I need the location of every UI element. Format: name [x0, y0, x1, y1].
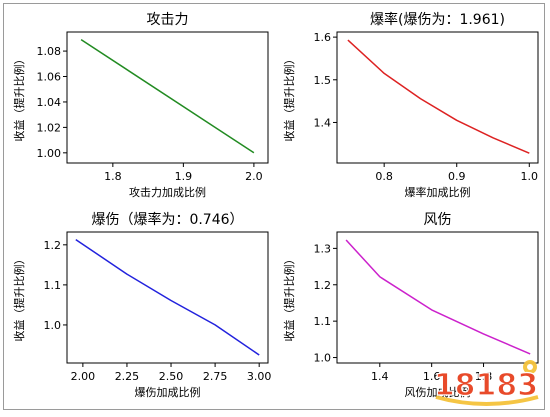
logo-icon: 18183 [433, 360, 539, 406]
subplot-3-ylabel: 收益（提升比例） [12, 254, 26, 342]
subplot-2-xtick-label-1: 0.9 [448, 170, 466, 183]
subplot-4-xlabel: 风伤加成比例 [405, 385, 471, 399]
subplot-3-xtick-label-2: 2.50 [159, 370, 184, 383]
subplot-2-series-line [347, 39, 530, 154]
subplot-3-ytick-label-0: 1.0 [44, 319, 62, 332]
subplot-3-series-line [75, 238, 260, 356]
subplot-1-axes-frame [66, 31, 269, 164]
subplot-4-ytick-label-0: 1.0 [314, 352, 332, 365]
subplot-1-xlabel: 攻击力加成比例 [129, 185, 206, 199]
subplot-4-axes-frame [336, 231, 539, 364]
subplot-2-xtick-label-0: 0.8 [375, 170, 393, 183]
subplot-3: 爆伤（爆率为：0.746） 2.00 2.25 2.50 2.75 3.00 1.0 1.1 1… [12, 211, 271, 399]
subplot-1-xtick-label-2: 2.0 [245, 170, 263, 183]
subplot-2-ytick-label-1: 1.5 [314, 74, 332, 87]
subplot-3-xtick-label-1: 2.25 [115, 370, 140, 383]
figure-frame [3, 3, 545, 410]
logo-text: 18183 [434, 368, 538, 403]
subplot-4-series-line [345, 239, 531, 355]
subplot-1-xtick-label-1: 1.9 [175, 170, 193, 183]
subplot-1-xtick-label-0: 1.8 [104, 170, 122, 183]
subplot-4-ytick-label-3: 1.3 [314, 242, 332, 255]
subplot-3-xtick-label-0: 2.00 [71, 370, 96, 383]
subplot-2-xlabel: 爆率加成比例 [405, 185, 471, 199]
subplot-4-ytick-label-2: 1.2 [314, 279, 332, 292]
subplot-4-ylabel: 收益（提升比例） [282, 254, 296, 342]
subplot-2-ytick-label-0: 1.4 [314, 116, 332, 129]
subplot-2-axes-frame [336, 31, 539, 164]
subplot-1-title: 攻击力 [147, 12, 189, 28]
subplot-1-ytick-label-1: 1.02 [37, 121, 62, 134]
subplot-1: 攻击力 1.8 1.9 2.0 1.00 1.02 1.04 1.06 1.08 攻击力加成比例 收… [12, 12, 269, 199]
subplot-3-xlabel: 爆伤加成比例 [135, 385, 201, 399]
subplot-1-ytick-label-4: 1.08 [37, 45, 62, 58]
subplot-1-ytick-label-2: 1.04 [37, 96, 62, 109]
subplot-1-ylabel: 收益（提升比例） [12, 54, 26, 142]
subplot-4-title: 风伤 [424, 212, 452, 228]
subplot-1-series-line [80, 38, 255, 154]
subplot-2-title: 爆率(爆伤为：1.961) [370, 11, 505, 28]
subplot-2-ylabel: 收益（提升比例） [282, 54, 296, 142]
subplot-3-ytick-label-2: 1.2 [44, 239, 62, 252]
site-logo-watermark: 18183 [426, 353, 546, 413]
subplot-3-xtick-label-3: 2.75 [203, 370, 228, 383]
subplot-4-xtick-label-1: 1.6 [423, 370, 441, 383]
subplot-1-ytick-label-0: 1.00 [37, 147, 62, 160]
subplot-4: 风伤 1.4 1.6 1.8 1.0 1.1 1.2 1.3 风伤加成比例 收益（提升比例） [282, 212, 539, 399]
subplot-4-ytick-label-1: 1.1 [314, 315, 332, 328]
subplot-3-title: 爆伤（爆率为：0.746） [91, 211, 243, 228]
subplot-2-xtick-label-2: 1.0 [521, 170, 539, 183]
subplot-3-ytick-label-1: 1.1 [44, 279, 62, 292]
subplot-2: 爆率(爆伤为：1.961) 0.8 0.9 1.0 1.4 1.5 1.6 爆率加成比例 收益（… [282, 11, 539, 199]
subplot-2-ytick-label-2: 1.6 [314, 31, 332, 44]
subplot-3-axes-frame [66, 231, 269, 364]
subplot-1-ytick-label-3: 1.06 [37, 71, 62, 84]
subplot-3-xtick-label-4: 3.00 [247, 370, 272, 383]
subplot-4-xtick-label-0: 1.4 [371, 370, 389, 383]
subplot-4-xtick-label-2: 1.8 [475, 370, 493, 383]
